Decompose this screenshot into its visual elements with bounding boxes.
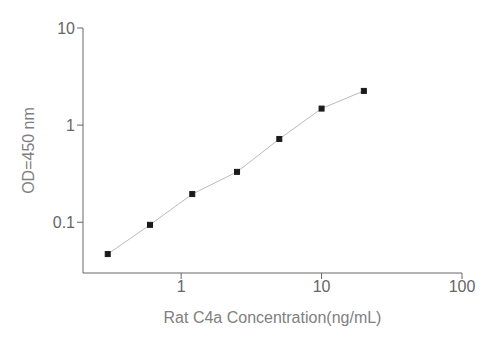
svg-text:1: 1 (66, 117, 75, 134)
svg-text:Rat C4a Concentration(ng/mL): Rat C4a Concentration(ng/mL) (164, 309, 382, 326)
svg-text:1: 1 (177, 278, 186, 295)
svg-text:10: 10 (57, 20, 75, 37)
svg-text:10: 10 (313, 278, 331, 295)
svg-text:OD=450 nm: OD=450 nm (20, 107, 37, 194)
svg-text:0.1: 0.1 (53, 214, 75, 231)
svg-text:100: 100 (449, 278, 476, 295)
